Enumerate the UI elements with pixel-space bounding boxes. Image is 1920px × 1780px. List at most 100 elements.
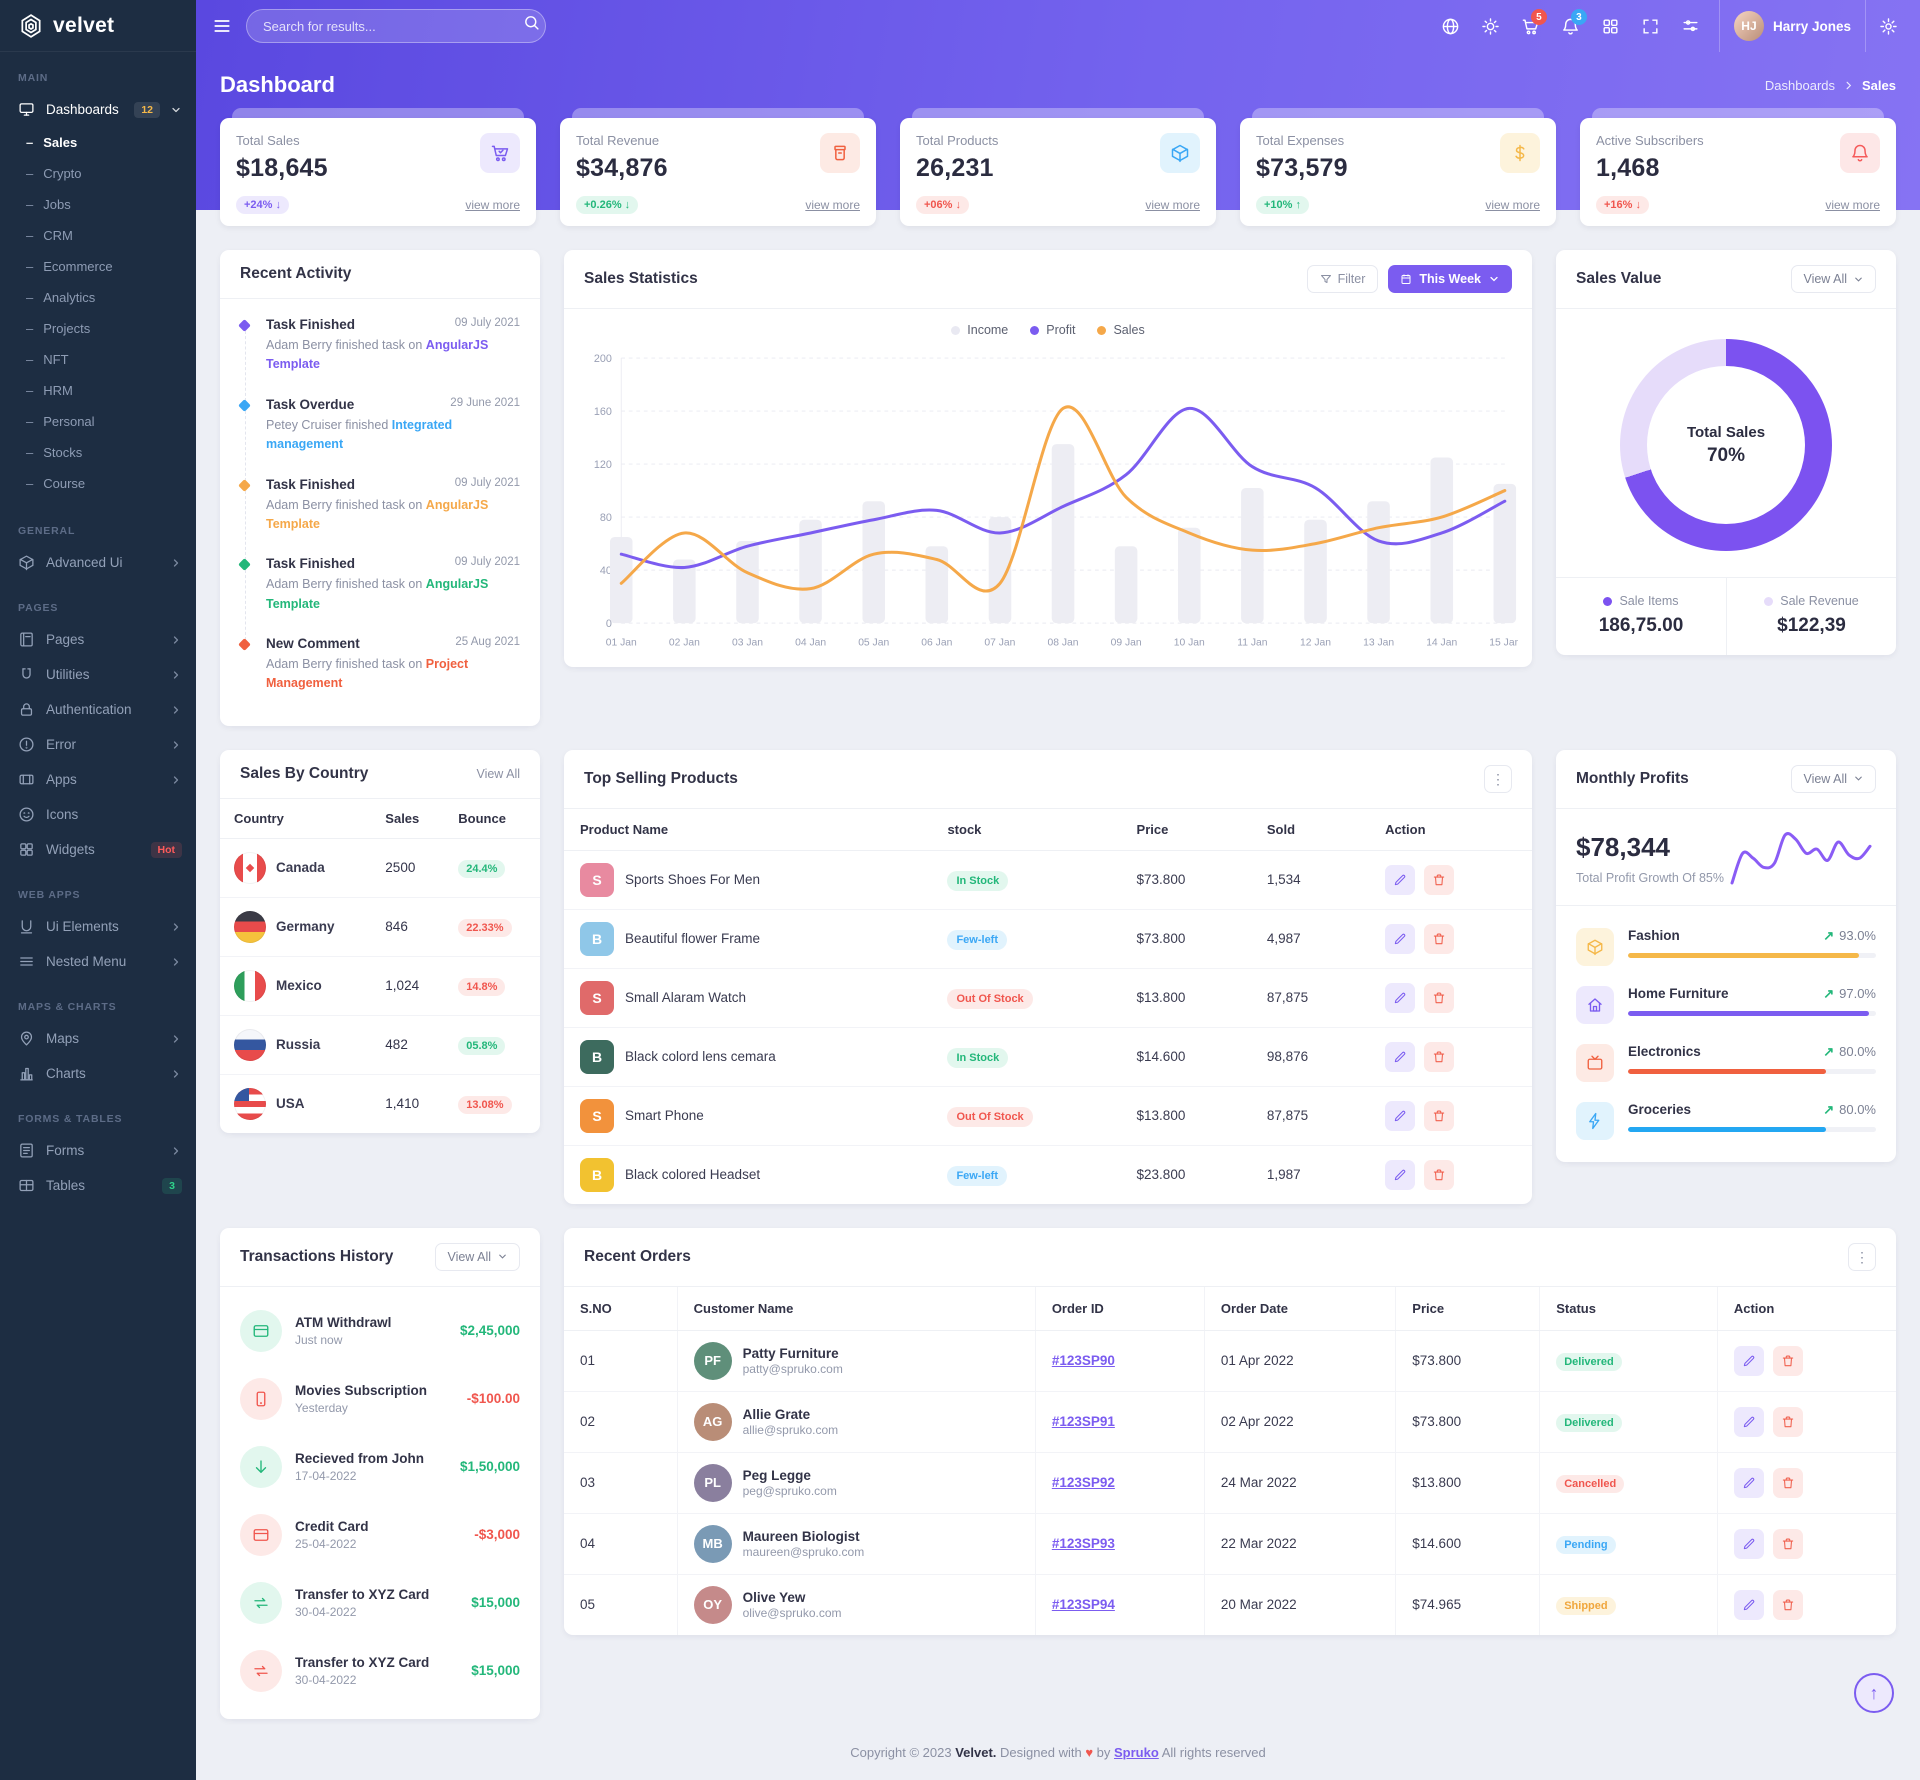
sidebar-item-utilities[interactable]: Utilities <box>0 657 196 692</box>
delete-button[interactable] <box>1773 1590 1803 1620</box>
order-id-link[interactable]: #123SP91 <box>1052 1414 1115 1429</box>
sidebar-item-maps[interactable]: Maps <box>0 1021 196 1056</box>
edit-button[interactable] <box>1385 1042 1415 1072</box>
sidebar-item-advanced-ui[interactable]: Advanced Ui <box>0 545 196 580</box>
edit-button[interactable] <box>1734 1468 1764 1498</box>
language-button[interactable] <box>1433 8 1469 44</box>
edit-button[interactable] <box>1734 1407 1764 1437</box>
delete-button[interactable] <box>1773 1468 1803 1498</box>
activity-link[interactable]: Project Management <box>266 657 468 690</box>
apps-grid-button[interactable] <box>1593 8 1629 44</box>
sidebar-item-error[interactable]: Error <box>0 727 196 762</box>
transactions-history-panel: Transactions History View All ATM Withdr… <box>220 1228 540 1719</box>
order-id-link[interactable]: #123SP94 <box>1052 1597 1115 1612</box>
sidebar-subitem-course[interactable]: –Course <box>0 468 196 499</box>
delete-button[interactable] <box>1424 924 1454 954</box>
monthly-profits-view-all-button[interactable]: View All <box>1791 765 1876 793</box>
product-price: $23.800 <box>1121 1145 1251 1204</box>
map-icon <box>18 1030 36 1047</box>
view-more-link[interactable]: view more <box>805 198 860 212</box>
sidebar-subitem-ecommerce[interactable]: –Ecommerce <box>0 251 196 282</box>
footer-spruko-link[interactable]: Spruko <box>1114 1745 1159 1760</box>
table-icon <box>18 1177 36 1194</box>
fullscreen-button[interactable] <box>1633 8 1669 44</box>
delete-button[interactable] <box>1773 1407 1803 1437</box>
activity-link[interactable]: AngularJS Template <box>266 577 488 610</box>
card-icon <box>240 1514 282 1556</box>
sidebar-subitem-crm[interactable]: –CRM <box>0 220 196 251</box>
scroll-to-top-button[interactable]: ↑ <box>1854 1673 1894 1713</box>
edit-button[interactable] <box>1734 1590 1764 1620</box>
transactions-view-all-button[interactable]: View All <box>435 1243 520 1271</box>
customer-avatar: PF <box>694 1342 732 1380</box>
sidebar-item-nested-menu[interactable]: Nested Menu <box>0 944 196 979</box>
edit-button[interactable] <box>1734 1346 1764 1376</box>
customer-name: Olive Yew <box>743 1590 806 1605</box>
sidebar-subitem-sales[interactable]: –Sales <box>0 127 196 158</box>
product-thumbnail: B <box>580 922 614 956</box>
edit-button[interactable] <box>1385 1160 1415 1190</box>
theme-toggle-button[interactable] <box>1473 8 1509 44</box>
sidebar-subitem-nft[interactable]: –NFT <box>0 344 196 375</box>
order-id-link[interactable]: #123SP93 <box>1052 1536 1115 1551</box>
monitor-icon <box>18 101 36 118</box>
breadcrumb-dashboards[interactable]: Dashboards <box>1765 78 1835 93</box>
brand-logo[interactable]: velvet <box>0 0 196 52</box>
delete-button[interactable] <box>1424 1160 1454 1190</box>
delete-button[interactable] <box>1424 865 1454 895</box>
svg-text:80: 80 <box>600 512 612 524</box>
delete-button[interactable] <box>1773 1529 1803 1559</box>
activity-link[interactable]: Integrated management <box>266 418 452 451</box>
search-button[interactable] <box>523 14 540 31</box>
sales-value-view-all-button[interactable]: View All <box>1791 265 1876 293</box>
filter-button[interactable]: Filter <box>1307 265 1379 293</box>
search-input[interactable] <box>246 9 546 43</box>
sidebar-item-forms[interactable]: Forms <box>0 1133 196 1168</box>
sidebar-subitem-projects[interactable]: –Projects <box>0 313 196 344</box>
activity-link[interactable]: AngularJS Template <box>266 338 488 371</box>
activity-date: 09 July 2021 <box>455 317 520 332</box>
top-selling-more-button[interactable]: ⋮ <box>1484 765 1512 793</box>
sidebar-subitem-crypto[interactable]: –Crypto <box>0 158 196 189</box>
notifications-button[interactable]: 3 <box>1553 8 1589 44</box>
menu-toggle-button[interactable] <box>212 16 232 36</box>
sales-by-country-view-all-link[interactable]: View All <box>476 767 520 781</box>
view-more-link[interactable]: view more <box>465 198 520 212</box>
activity-link[interactable]: AngularJS Template <box>266 498 488 531</box>
user-menu[interactable]: HJ Harry Jones <box>1719 0 1866 52</box>
sidebar-item-authentication[interactable]: Authentication <box>0 692 196 727</box>
order-id-link[interactable]: #123SP90 <box>1052 1353 1115 1368</box>
order-id-link[interactable]: #123SP92 <box>1052 1475 1115 1490</box>
delete-button[interactable] <box>1424 983 1454 1013</box>
recent-orders-more-button[interactable]: ⋮ <box>1848 1243 1876 1271</box>
delete-button[interactable] <box>1773 1346 1803 1376</box>
delete-button[interactable] <box>1424 1101 1454 1131</box>
sidebar-subitem-hrm[interactable]: –HRM <box>0 375 196 406</box>
view-more-link[interactable]: view more <box>1485 198 1540 212</box>
sidebar-item-ui-elements[interactable]: Ui Elements <box>0 909 196 944</box>
period-select-button[interactable]: This Week <box>1388 265 1512 293</box>
sidebar-item-pages[interactable]: Pages <box>0 622 196 657</box>
cart-button[interactable]: 5 <box>1513 8 1549 44</box>
sidebar-item-apps[interactable]: Apps <box>0 762 196 797</box>
sidebar-item-dashboards[interactable]: Dashboards 12 <box>0 92 196 127</box>
product-price: $73.800 <box>1121 850 1251 909</box>
sidebar-item-tables[interactable]: Tables 3 <box>0 1168 196 1203</box>
sidebar-subitem-personal[interactable]: –Personal <box>0 406 196 437</box>
edit-button[interactable] <box>1385 865 1415 895</box>
view-more-link[interactable]: view more <box>1825 198 1880 212</box>
sidebar-subitem-analytics[interactable]: –Analytics <box>0 282 196 313</box>
sidebar-item-icons[interactable]: Icons <box>0 797 196 832</box>
edit-button[interactable] <box>1385 924 1415 954</box>
edit-button[interactable] <box>1385 983 1415 1013</box>
sidebar-item-charts[interactable]: Charts <box>0 1056 196 1091</box>
sidebar-subitem-jobs[interactable]: –Jobs <box>0 189 196 220</box>
sidebar-subitem-stocks[interactable]: –Stocks <box>0 437 196 468</box>
edit-button[interactable] <box>1385 1101 1415 1131</box>
edit-button[interactable] <box>1734 1529 1764 1559</box>
delete-button[interactable] <box>1424 1042 1454 1072</box>
sidebar-item-widgets[interactable]: Widgets Hot <box>0 832 196 867</box>
gear-button[interactable] <box>1870 8 1906 44</box>
view-more-link[interactable]: view more <box>1145 198 1200 212</box>
settings-sliders-button[interactable] <box>1673 8 1709 44</box>
